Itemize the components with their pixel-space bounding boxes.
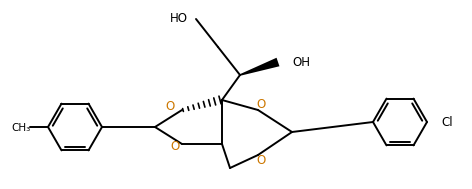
Text: Cl: Cl <box>441 115 453 129</box>
Text: O: O <box>256 153 266 167</box>
Text: O: O <box>166 101 175 114</box>
Text: OH: OH <box>292 56 310 68</box>
Text: HO: HO <box>170 12 188 26</box>
Polygon shape <box>240 58 279 76</box>
Text: CH₃: CH₃ <box>11 123 31 133</box>
Text: O: O <box>256 98 266 112</box>
Text: O: O <box>170 140 180 153</box>
